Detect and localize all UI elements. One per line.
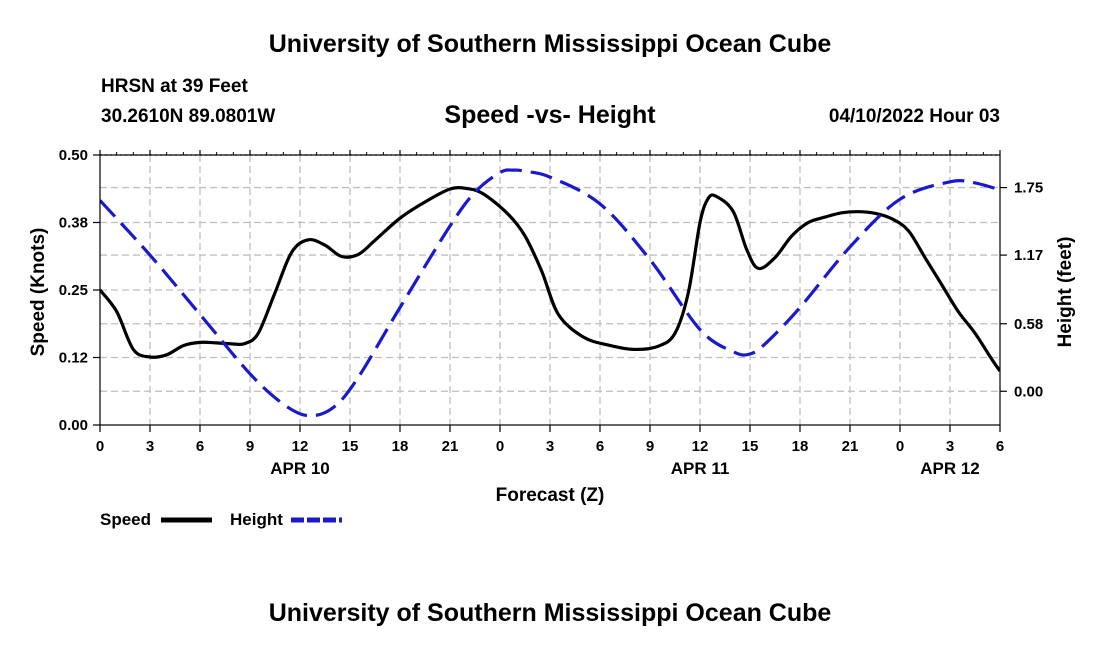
chart-title-top: University of Southern Mississippi Ocean… <box>268 30 832 58</box>
y-tick-label: 0.25 <box>59 282 88 299</box>
x-tick-label: 0 <box>496 438 504 455</box>
x-tick-label: 18 <box>792 438 809 455</box>
chart-title-bottom: University of Southern Mississippi Ocean… <box>268 599 832 627</box>
x-tick-label: 6 <box>596 438 604 455</box>
legend: Speed Height <box>100 510 342 529</box>
y2-tick-label: 0.00 <box>1014 383 1043 400</box>
x-tick-label: 6 <box>196 438 204 455</box>
axis-labels: 0 3 6 9 12 15 18 21 0 3 6 9 12 15 18 21 0 3 6 0.00 0.12 0.25 0… <box>28 147 1076 506</box>
y-tick-label: 0.38 <box>59 215 88 232</box>
x-tick-label: 21 <box>442 438 459 455</box>
x-tick-label: 0 <box>896 438 904 455</box>
chart-subtitle: Speed -vs- Height <box>444 101 656 129</box>
x-tick-label: 0 <box>96 438 104 455</box>
y-tick-label: 0.00 <box>59 417 88 434</box>
series-line-height <box>100 168 1000 418</box>
y-tick-label: 0.12 <box>59 350 88 367</box>
x-tick-label: 18 <box>392 438 409 455</box>
y2-axis-title: Height (feet) <box>1055 237 1076 348</box>
x-date-label: APR 10 <box>270 459 330 478</box>
series-line-speed <box>100 186 1000 372</box>
x-tick-label: 3 <box>546 438 554 455</box>
x-tick-label: 3 <box>946 438 954 455</box>
y2-tick-label: 0.58 <box>1014 316 1043 333</box>
x-tick-label: 9 <box>246 438 254 455</box>
x-tick-label: 9 <box>646 438 654 455</box>
speed-height-chart: 0 3 6 9 12 15 18 21 0 3 6 9 12 15 18 21 0 3 6 0.00 0.12 0.25 0… <box>28 147 1076 529</box>
legend-label-speed: Speed <box>100 510 151 529</box>
x-date-label: APR 12 <box>920 459 980 478</box>
series-layer <box>100 168 1000 418</box>
x-tick-label: 12 <box>692 438 709 455</box>
y2-tick-label: 1.75 <box>1014 180 1043 197</box>
y2-tick-label: 1.17 <box>1014 247 1043 264</box>
axes <box>93 150 1007 432</box>
x-tick-label: 12 <box>292 438 309 455</box>
x-tick-label: 15 <box>742 438 759 455</box>
y-axis-title: Speed (Knots) <box>28 228 49 357</box>
x-tick-label: 6 <box>996 438 1004 455</box>
x-tick-label: 3 <box>146 438 154 455</box>
coordinates-label: 30.2610N 89.0801W <box>101 106 276 127</box>
x-date-label: APR 11 <box>671 459 730 478</box>
x-axis-title: Forecast (Z) <box>496 485 605 506</box>
station-label: HRSN at 39 Feet <box>101 76 248 97</box>
forecast-datetime: 04/10/2022 Hour 03 <box>828 106 1000 127</box>
x-tick-label: 21 <box>842 438 859 455</box>
legend-label-height: Height <box>230 510 283 529</box>
x-tick-label: 15 <box>342 438 359 455</box>
y-tick-label: 0.50 <box>59 147 88 164</box>
